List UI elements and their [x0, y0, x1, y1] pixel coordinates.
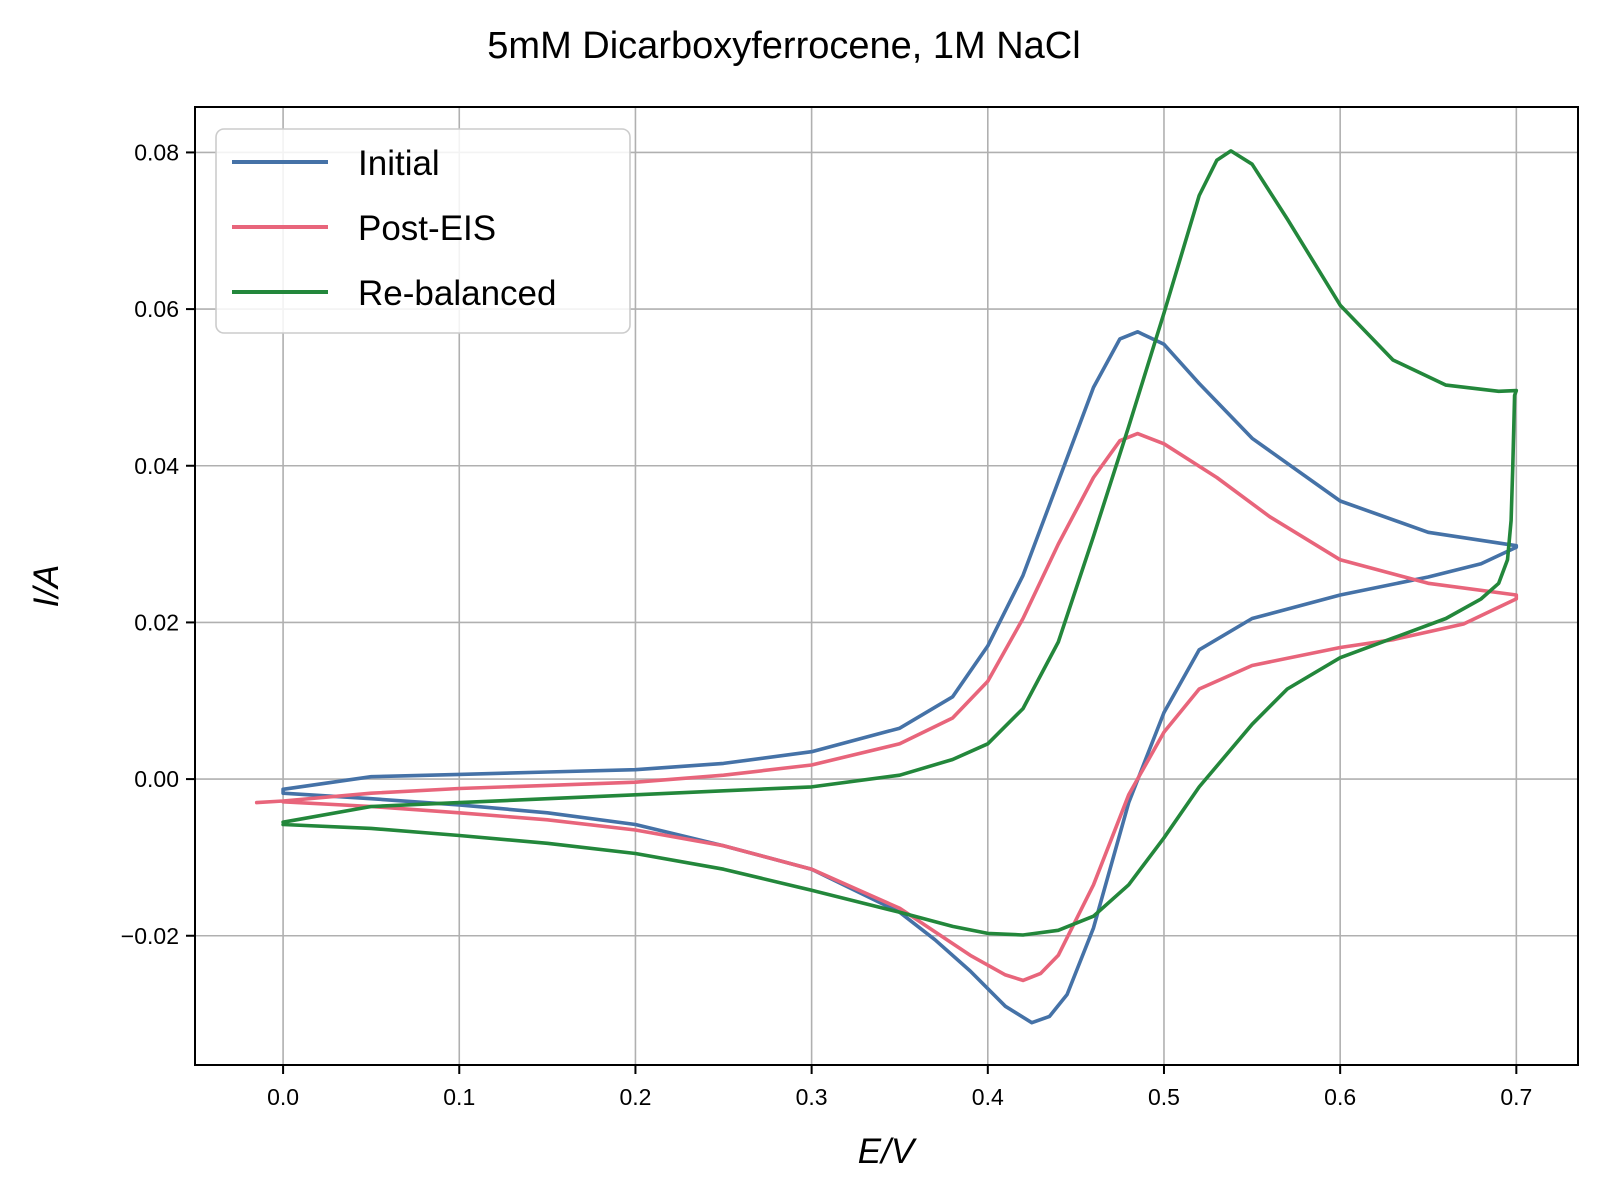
series-line-post-eis: [254, 431, 1519, 983]
x-tick-label: 0.1: [443, 1084, 475, 1110]
x-tick-label: 0.3: [796, 1084, 828, 1110]
chart-title: 5mM Dicarboxyferrocene, 1M NaCl: [487, 25, 1080, 67]
series-line-initial: [281, 330, 1519, 1025]
y-tick-label: 0.04: [134, 453, 179, 479]
x-tick-label: 0.5: [1148, 1084, 1180, 1110]
legend: Initial Post-EIS Re-balanced: [215, 128, 631, 334]
x-axis-label: E/V: [858, 1132, 918, 1171]
series-line-re-balanced: [281, 149, 1519, 937]
x-tick-label: 0.4: [972, 1084, 1004, 1110]
y-tick-label: 0.06: [134, 296, 179, 322]
plot-frame: [194, 106, 1579, 1066]
y-tick-label: 0.02: [134, 609, 179, 635]
x-tick-label: 0.7: [1500, 1084, 1532, 1110]
legend-box: [215, 128, 631, 334]
grid-lines: [195, 107, 1578, 1065]
y-tick-label: 0.00: [134, 766, 179, 792]
y-tick-label: −0.02: [121, 923, 179, 949]
legend-label-re-balanced: Re-balanced: [358, 274, 556, 313]
x-tick-label: 0.6: [1324, 1084, 1356, 1110]
legend-label-initial: Initial: [358, 144, 440, 183]
x-tick-label: 0.0: [267, 1084, 299, 1110]
y-tick-label: 0.08: [134, 139, 179, 165]
legend-label-post-eis: Post-EIS: [358, 209, 496, 248]
axis-ticks: 0.0 0.1 0.2 0.3 0.4 0.5 0.6 0.7 −0.02 0.00 0.02 0.0…: [121, 139, 1533, 1110]
x-tick-label: 0.2: [619, 1084, 651, 1110]
y-axis-label: I/A: [27, 565, 66, 608]
plot-series: [254, 149, 1519, 1025]
